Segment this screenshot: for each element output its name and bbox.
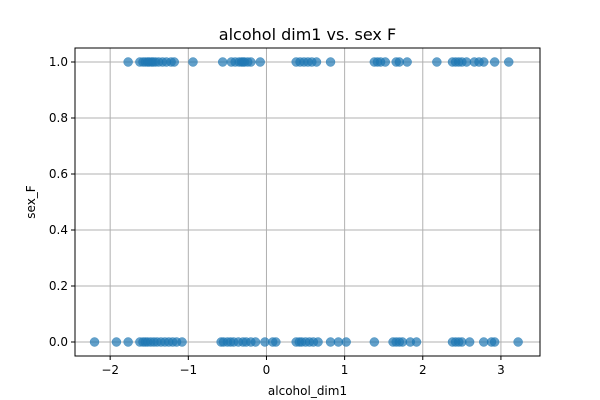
- data-point: [489, 57, 500, 67]
- x-axis-label: alcohol_dim1: [268, 384, 347, 398]
- data-point: [369, 337, 380, 347]
- data-point: [188, 57, 198, 67]
- x-axis-ticks: −2 −1 0 1 2 3: [101, 356, 505, 377]
- y-tick-label: 0.8: [49, 111, 68, 125]
- data-point: [123, 337, 133, 347]
- data-point: [271, 337, 281, 347]
- y-tick-label: 0.6: [49, 167, 68, 181]
- x-tick-label: 1: [341, 363, 349, 377]
- x-tick-label: 0: [263, 363, 271, 377]
- y-tick-label: 0.0: [49, 335, 68, 349]
- data-point: [432, 57, 442, 67]
- data-point: [255, 57, 265, 67]
- data-point: [246, 57, 256, 67]
- x-tick-label: 2: [419, 363, 427, 377]
- data-point: [169, 57, 180, 67]
- y-axis-label: sex_F: [24, 185, 38, 219]
- x-tick-label: 3: [497, 363, 505, 377]
- chart-title: alcohol dim1 vs. sex F: [219, 25, 396, 44]
- data-point: [123, 57, 133, 67]
- y-tick-label: 0.4: [49, 223, 68, 237]
- data-point: [217, 57, 228, 67]
- data-point: [89, 337, 100, 347]
- data-point: [489, 337, 500, 347]
- plot-frame: [74, 47, 541, 357]
- data-point: [411, 337, 422, 347]
- data-point: [177, 337, 187, 347]
- x-tick-label: −2: [101, 363, 119, 377]
- y-tick-label: 1.0: [49, 55, 68, 69]
- data-points: [89, 57, 523, 347]
- data-point: [513, 337, 523, 347]
- data-point: [464, 337, 475, 347]
- y-axis-ticks: 0.0 0.2 0.4 0.6 0.8 1.0: [49, 55, 75, 349]
- data-point: [402, 57, 412, 67]
- data-point: [380, 57, 391, 67]
- data-point: [250, 337, 261, 347]
- y-tick-label: 0.2: [49, 279, 68, 293]
- data-point: [341, 337, 351, 347]
- grid: [75, 48, 540, 356]
- x-tick-label: −1: [179, 363, 197, 377]
- data-point: [478, 57, 489, 67]
- data-point: [503, 57, 514, 67]
- data-point: [111, 337, 122, 347]
- data-point: [313, 337, 323, 347]
- data-point: [311, 57, 322, 67]
- data-point: [325, 57, 336, 67]
